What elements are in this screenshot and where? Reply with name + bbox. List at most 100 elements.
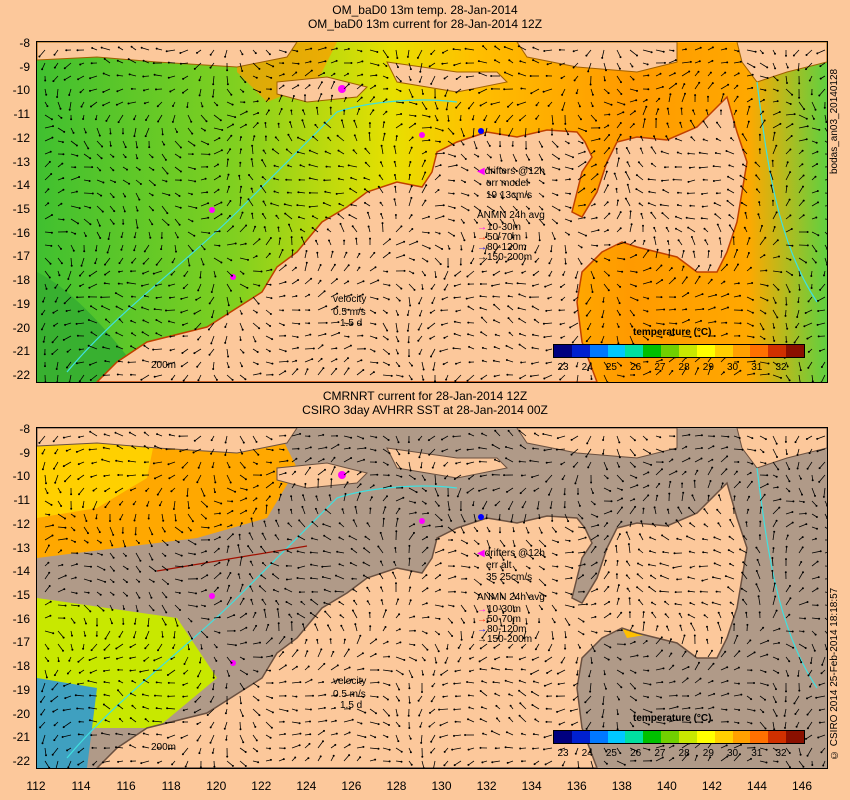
current-arrow [101,305,111,311]
current-arrow-head [89,77,92,80]
current-arrow-head [767,373,770,375]
current-arrow-head [49,614,52,617]
current-arrow-head [756,558,759,561]
current-arrow-head [117,121,120,124]
current-arrow-head [493,303,496,306]
current-arrow [468,474,475,480]
current-arrow [317,305,327,311]
current-arrow-head [280,108,283,110]
current-arrow [69,374,72,382]
current-arrow [720,356,726,363]
current-arrow-head [623,103,626,106]
current-arrow-head [601,325,604,328]
current-arrow-head [477,60,480,63]
current-arrow-head [101,145,104,148]
current-arrow-head [335,358,338,361]
current-arrow-head [141,306,144,309]
current-arrow-head [70,493,73,496]
sumba-land [276,76,368,103]
current-arrow-head [143,250,146,253]
current-arrow-head [154,445,156,448]
current-arrow-head [232,225,234,228]
current-arrow-head [649,452,651,455]
current-arrow [187,500,190,509]
current-arrow [741,202,748,207]
current-arrow-head [254,611,257,614]
current-arrow-head [805,68,807,71]
current-arrow-head [425,602,428,605]
current-arrow [811,127,820,131]
current-arrow-head [65,49,68,52]
current-arrow-head [219,523,222,526]
current-arrow-head [521,263,524,266]
current-arrow-head [561,478,564,481]
current-arrow-head [410,196,413,199]
current-arrow [154,445,163,450]
current-arrow-head [554,609,557,612]
current-arrow-head [323,601,326,604]
current-arrow-head [583,551,586,554]
current-arrow-head [308,177,311,180]
current-arrow-head [361,308,364,311]
current-arrow-head [335,47,338,50]
current-arrow [434,500,440,507]
current-arrow-head [747,508,750,511]
current-arrow-head [284,434,287,437]
current-arrow [590,270,595,279]
current-arrow-head [299,432,302,435]
current-arrow-head [322,433,325,436]
current-arrow-head [243,466,246,469]
current-arrow-head [308,293,311,296]
current-arrow-head [521,506,524,509]
current-arrow-head [41,68,44,71]
current-arrow-head [714,152,717,154]
current-arrow [493,296,501,298]
top-map-panel[interactable]: ◀drifters @12h err model 19 13cm/s ANMN … [36,41,828,383]
current-arrow-head [728,164,731,167]
current-arrow [330,306,338,311]
current-arrow [278,249,283,259]
current-arrow-head [532,557,534,560]
current-arrow-head [767,362,770,365]
current-arrow-head [182,478,185,481]
current-arrow [89,270,98,277]
current-arrow-head [442,152,445,155]
current-arrow [213,257,222,263]
current-arrow-head [347,164,350,167]
current-arrow-head [507,105,509,108]
current-arrow [638,599,644,606]
current-arrow [352,225,358,233]
current-arrow-head [114,181,116,184]
current-arrow [686,536,696,541]
current-arrow-head [228,185,231,188]
current-arrow-head [414,122,417,125]
current-arrow-head [584,161,587,164]
current-arrow-head [606,522,609,525]
current-arrow-head [437,189,440,191]
current-arrow-head [366,522,369,525]
current-arrow-head [400,475,403,478]
bottom-map-panel[interactable]: ◀drifters @12h err alt 35 25cm/s ANMN 24… [36,427,828,769]
current-arrow-head [605,548,608,551]
current-arrow-head [520,87,523,90]
current-arrow [681,368,687,376]
current-arrow-head [374,84,377,87]
current-arrow [694,47,701,51]
top-map-svg [37,42,827,382]
current-arrow-head [311,358,314,361]
current-arrow [811,561,818,567]
current-arrow-head [88,286,91,289]
current-arrow-head [751,298,754,301]
current-arrow-head [629,135,632,138]
current-arrow-head [216,104,219,107]
current-arrow [57,127,65,133]
current-arrow [759,483,768,489]
current-arrow-head [575,290,578,293]
current-arrow [759,237,766,246]
current-arrow-head [498,133,501,136]
current-arrow-head [548,262,551,265]
current-arrow [103,73,111,77]
current-arrow-head [472,135,475,138]
current-arrow [317,264,321,272]
current-arrow [785,149,791,155]
